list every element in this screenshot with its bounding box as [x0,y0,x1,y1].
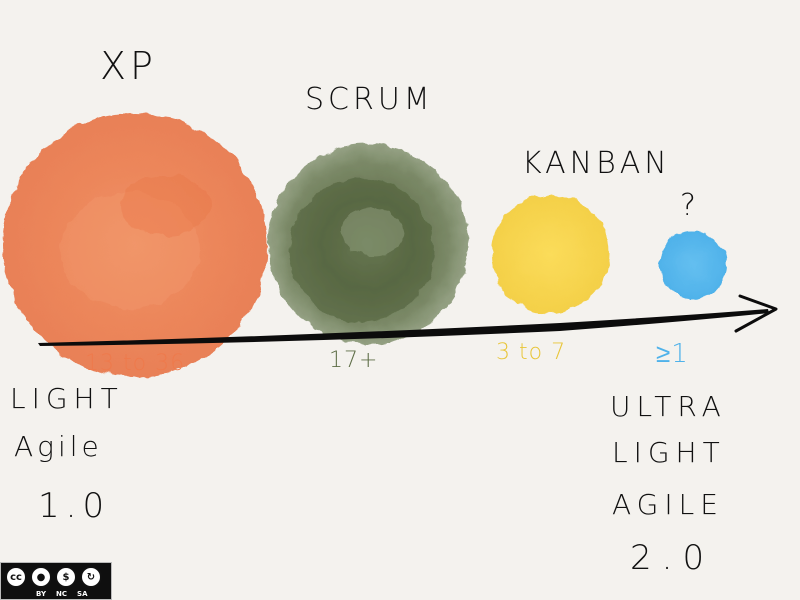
light-agile-label-line1: LIGHT [10,382,124,415]
scrum-title: SCRUM [305,82,434,117]
ultra-light-label-line4: 2.0 [630,538,714,578]
ultra-light-label-line2: LIGHT [612,436,726,469]
scrum-team-size: 17+ [329,348,378,373]
unknown-method-blob [659,231,727,299]
scrum-blob [268,144,468,344]
kanban-team-size: 3 to 7 [496,340,566,365]
cc-license-badge[interactable]: cc ● $ ↻ BY NC SA [0,562,112,600]
nc-icon: $ [55,566,77,588]
by-icon: ● [30,566,52,588]
cc-label-sa: SA [77,590,87,598]
light-agile-label-line2: Agile [14,430,103,463]
cc-icon: cc [5,566,27,588]
ultra-light-label-line1: ULTRA [610,390,727,423]
cc-label-nc: NC [56,590,67,598]
unknown-team-size: ≥1 [656,338,689,369]
cc-label-by: BY [36,590,46,598]
unknown-method-title: ? [680,188,700,223]
xp-title: XP [100,44,157,88]
ultra-light-label-line3: AGILE [612,488,724,521]
xp-team-size: 13 to 36 [85,351,185,376]
light-agile-label-line3: 1.0 [38,486,110,526]
sa-icon: ↻ [80,566,102,588]
kanban-title: KANBAN [522,146,671,181]
kanban-blob [491,195,609,313]
